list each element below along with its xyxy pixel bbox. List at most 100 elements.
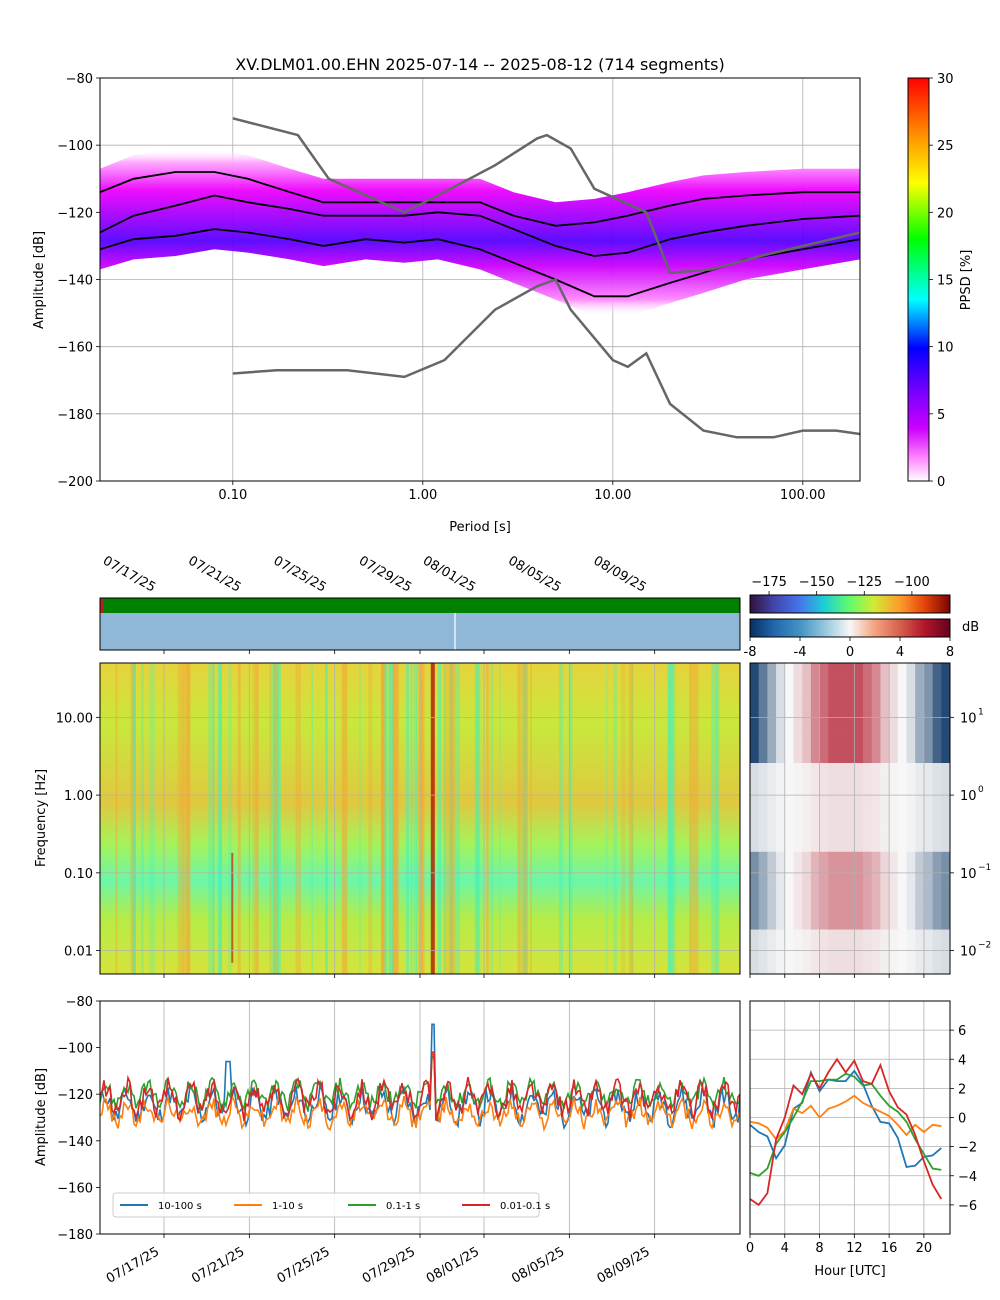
diurnal-spectrogram-cell (863, 740, 872, 753)
spectrogram-column (181, 663, 186, 974)
diurnal-spectrogram-cell (915, 785, 925, 797)
diurnal-spectrogram-cell (889, 829, 899, 841)
diurnal-spectrogram-cell (906, 885, 916, 897)
diurnal-spectrogram-cell (802, 707, 812, 719)
diurnal-spectrogram-cell (889, 674, 899, 686)
diurnal-spectrogram-cell (889, 740, 899, 753)
diurnal-spectrogram-cell (845, 951, 855, 964)
percentile-line (100, 171, 860, 227)
diurnal-spectrogram-cell (897, 929, 907, 941)
diurnal-spectrogram-cell (906, 674, 916, 686)
diurnal-spectrogram-cell (758, 851, 768, 864)
diurnal-spectrogram-cell (863, 962, 872, 975)
top-date-label: 08/01/25 (420, 553, 478, 595)
diurnal-spectrogram-cell (854, 807, 864, 819)
diurnal-spectrogram-cell (750, 851, 759, 864)
diurnal-spectrogram-cell (871, 707, 881, 719)
diurnal-spectrogram-cell (889, 896, 899, 908)
diurnal-spectrogram-cell (810, 674, 820, 686)
diurnal-spectrogram-cell (784, 751, 794, 764)
diurnal-spectrogram-cell (897, 951, 907, 964)
diurnal-spectrogram-cell (932, 774, 942, 786)
diurnal-spectrogram-cell (871, 740, 881, 753)
diurnal-spectrogram-cell (941, 696, 951, 708)
diurnal-spectrogram-cell (863, 785, 872, 797)
diurnal-spectrogram-cell (819, 940, 829, 953)
di-xtick-label: 12 (846, 1241, 863, 1256)
spectrogram-column (392, 663, 396, 974)
diurnal-spectrogram-cell (793, 718, 803, 730)
diurnal-spectrogram-cell (897, 674, 907, 686)
diurnal-spectrogram-cell (845, 929, 855, 941)
diurnal-spectrogram-cell (776, 785, 786, 797)
ts-ytick-label: −120 (57, 1088, 93, 1103)
diurnal-spectrogram-cell (767, 951, 777, 964)
diurnal-spectrogram-cell (889, 951, 899, 964)
diurnal-spectrogram-cell (845, 796, 855, 808)
diurnal-spectrogram-cell (837, 840, 846, 853)
ts-ytick-label: −140 (57, 1135, 93, 1150)
diurnal-spectrogram-cell (897, 840, 907, 853)
diurnal-spectrogram-cell (767, 807, 777, 819)
diurnal-spectrogram-cell (871, 918, 881, 930)
diurnal-spectrogram-cell (776, 740, 786, 753)
diurnal-spectrogram-cell (906, 718, 916, 730)
diurnal-spectrogram-cell (776, 840, 786, 853)
diurnal-spectrogram-cell (854, 818, 864, 830)
diurnal-spectrogram-cell (802, 674, 812, 686)
diurnal-spectrogram-cell (932, 663, 942, 675)
diurnal-spectrogram-cell (784, 951, 794, 964)
diurnal-spectrogram-cell (784, 896, 794, 908)
diurnal-spectrogram-cell (767, 929, 777, 941)
diurnal-spectrogram-cell (906, 907, 916, 919)
diurnal-spectrogram-cell (802, 885, 812, 897)
diurnal-spectrogram-cell (793, 951, 803, 964)
diurnal-spectrogram-cell (810, 918, 820, 930)
diurnal-spectrogram-cell (837, 685, 846, 697)
diurnal-spectrogram-cell (889, 763, 899, 775)
diurnal-spectrogram-cell (897, 763, 907, 775)
diurnal-spectrogram-cell (845, 718, 855, 730)
diurnal-spectrogram-cell (923, 940, 933, 953)
diurnal-spectrogram-cell (793, 862, 803, 875)
diurnal-series-line (750, 1094, 942, 1141)
diurnal-spectrogram-cell (854, 840, 864, 853)
diurnal-spectrogram-cell (810, 807, 820, 819)
diurnal-spectrogram-cell (784, 707, 794, 719)
diurnal-spectrogram-cell (837, 851, 846, 864)
diurnal-spectrogram-cell (941, 674, 951, 686)
diurnal-spectrogram-cell (758, 929, 768, 941)
diurnal-spectrogram-cell (802, 785, 812, 797)
spectrogram-column (141, 663, 144, 974)
spectrogram-column (443, 663, 446, 974)
diurnal-spectrogram-cell (793, 929, 803, 941)
diurnal-spectrogram-cell (819, 807, 829, 819)
diurnal-colorbar-ticks: -8 -4 0 4 8 (744, 637, 954, 660)
diurnal-spectrogram-cell (767, 774, 777, 786)
diurnal-spectrogram-cell (810, 785, 820, 797)
diurnal-spectrogram-cell (819, 685, 829, 697)
spectrogram-columns (115, 663, 720, 974)
diurnal-lines (750, 1057, 943, 1207)
diurnal-spectrogram-cell (923, 951, 933, 964)
diurnal-spectrogram-cell (837, 896, 846, 908)
diurnal-spectrogram-cell (767, 685, 777, 697)
diurnal-spectrogram-cell (802, 696, 812, 708)
diurnal-spectrogram-cell (758, 840, 768, 853)
diurnal-spectrogram-cell (784, 663, 794, 675)
diurnal-spectrogram-cell (793, 896, 803, 908)
diurnal-spectrogram-cell (810, 851, 820, 864)
spectrogram-column (474, 663, 479, 974)
ts-ytick-label: −160 (57, 1181, 93, 1196)
diurnal-spectrogram-cell (854, 685, 864, 697)
diurnal-spectrogram-cell (923, 740, 933, 753)
spectrogram-column (185, 663, 191, 974)
diurnal-spectrogram-cell (750, 763, 759, 775)
diurnal-spectrogram-cell (871, 818, 881, 830)
diurnal-spectrogram-cell (845, 918, 855, 930)
diurnal-series-line (750, 1069, 942, 1169)
diurnal-spectrogram-cell (767, 962, 777, 975)
ts-xtick-label: 07/17/25 (104, 1244, 162, 1286)
dspec-ytick-exponent: −1 (978, 863, 991, 873)
